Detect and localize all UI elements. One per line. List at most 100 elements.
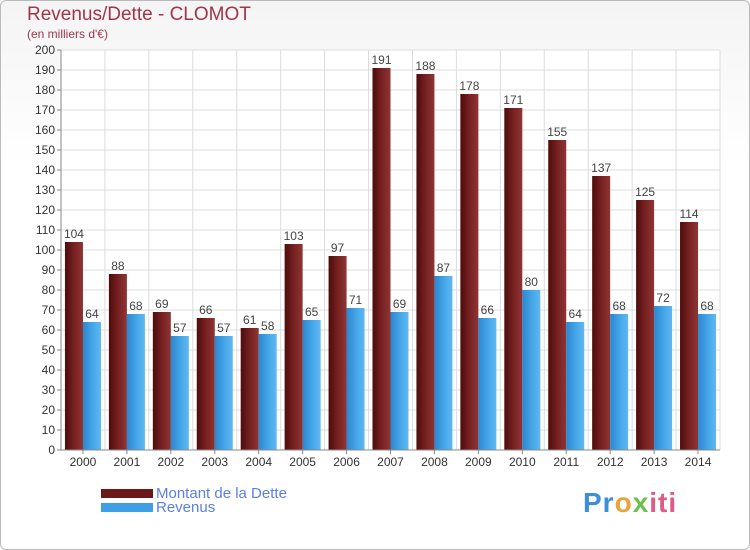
bar-dette-2005 (284, 244, 303, 450)
y-tick-label: 200 (35, 43, 55, 57)
proxiti-logo: Proxiti (583, 487, 678, 518)
value-label-revenus: 68 (700, 299, 714, 313)
bar-dette-2009 (460, 94, 479, 450)
value-label-dette: 69 (155, 297, 169, 311)
y-tick-label: 80 (42, 283, 56, 297)
y-tick-label: 10 (42, 423, 56, 437)
bar-revenus-2012 (610, 314, 629, 450)
bar-dette-2003 (196, 318, 215, 450)
value-label-dette: 97 (331, 241, 345, 255)
y-tick-label: 90 (42, 263, 56, 277)
bar-dette-2012 (592, 176, 611, 450)
legend-label-dette: Montant de la Dette (156, 485, 287, 502)
value-label-dette: 125 (635, 185, 655, 199)
value-label-dette: 66 (199, 303, 213, 317)
bar-revenus-2003 (214, 336, 233, 450)
bar-revenus-2005 (302, 320, 321, 450)
bar-revenus-2001 (126, 314, 145, 450)
value-label-revenus: 64 (569, 307, 583, 321)
value-label-revenus: 72 (656, 291, 670, 305)
y-tick-label: 110 (36, 223, 55, 237)
x-tick-label: 2000 (70, 455, 97, 469)
bar-revenus-2008 (434, 276, 453, 450)
bar-dette-2013 (636, 200, 655, 450)
value-label-dette: 104 (64, 227, 84, 241)
y-tick-label: 160 (35, 123, 55, 137)
value-label-dette: 137 (591, 161, 611, 175)
value-label-dette: 88 (111, 259, 125, 273)
chart-title: Revenus/Dette - CLOMOT (27, 4, 251, 25)
bar-revenus-2004 (258, 334, 277, 450)
value-label-revenus: 57 (173, 321, 187, 335)
y-tick-label: 140 (35, 163, 55, 177)
x-tick-label: 2005 (289, 455, 316, 469)
bar-revenus-2007 (390, 312, 409, 450)
y-tick-label: 130 (35, 183, 55, 197)
y-tick-label: 150 (35, 143, 55, 157)
value-label-revenus: 57 (217, 321, 231, 335)
bar-revenus-2013 (654, 306, 673, 450)
y-tick-label: 60 (42, 323, 56, 337)
y-tick-label: 70 (42, 303, 56, 317)
x-tick-label: 2011 (553, 455, 579, 469)
x-tick-label: 2009 (465, 455, 492, 469)
y-tick-label: 180 (35, 83, 55, 97)
legend-label-revenus: Revenus (156, 499, 216, 516)
value-label-revenus: 58 (261, 319, 275, 333)
bar-revenus-2011 (566, 322, 585, 450)
bar-dette-2007 (372, 68, 391, 450)
chart-subtitle: (en milliers d'€) (27, 27, 108, 41)
x-tick-label: 2012 (597, 455, 624, 469)
y-tick-label: 50 (42, 343, 56, 357)
value-label-dette: 103 (284, 229, 304, 243)
x-tick-label: 2001 (114, 455, 141, 469)
value-label-dette: 188 (415, 59, 435, 73)
value-label-dette: 155 (547, 125, 567, 139)
bar-dette-2006 (328, 256, 347, 450)
x-tick-label: 2014 (685, 455, 712, 469)
y-tick-label: 190 (35, 63, 55, 77)
bar-dette-2004 (240, 328, 259, 450)
x-tick-label: 2007 (377, 455, 404, 469)
value-label-dette: 61 (243, 313, 257, 327)
value-label-revenus: 69 (393, 297, 407, 311)
bar-dette-2000 (64, 242, 83, 450)
bar-revenus-2010 (522, 290, 541, 450)
bar-revenus-2006 (346, 308, 365, 450)
axes: 0 10 20 30 40 50 60 70 80 90 100 110 120 130 140 150 160… (35, 43, 720, 469)
bar-revenus-2009 (478, 318, 497, 450)
bar-dette-2011 (548, 140, 567, 450)
x-tick-label: 2006 (333, 455, 360, 469)
labels: 104 64 88 68 69 57 66 57 61 58 103 65 97 71 191 69 188 87… (64, 53, 714, 335)
value-label-revenus: 87 (437, 261, 451, 275)
y-tick-label: 20 (42, 403, 56, 417)
value-label-revenus: 68 (129, 299, 143, 313)
y-tick-label: 40 (42, 363, 56, 377)
bar-revenus-2014 (698, 314, 717, 450)
value-label-dette: 114 (679, 207, 698, 221)
y-tick-label: 120 (35, 203, 55, 217)
bar-dette-2001 (108, 274, 127, 450)
value-label-revenus: 65 (305, 305, 319, 319)
x-tick-label: 2002 (157, 455, 184, 469)
bars (64, 68, 717, 450)
value-label-revenus: 64 (85, 307, 99, 321)
value-label-dette: 171 (503, 93, 523, 107)
value-label-revenus: 68 (612, 299, 626, 313)
y-tick-label: 30 (42, 383, 56, 397)
x-tick-label: 2004 (245, 455, 272, 469)
legend-swatch-revenus (101, 503, 153, 512)
value-label-dette: 191 (371, 53, 391, 67)
value-label-revenus: 80 (525, 275, 539, 289)
x-tick-label: 2013 (641, 455, 668, 469)
bar-dette-2008 (416, 74, 435, 450)
bar-dette-2010 (504, 108, 523, 450)
bar-revenus-2000 (82, 322, 101, 450)
value-label-revenus: 66 (481, 303, 495, 317)
y-tick-label: 170 (35, 103, 55, 117)
x-tick-label: 2010 (509, 455, 536, 469)
y-tick-label: 100 (35, 243, 55, 257)
value-label-revenus: 71 (349, 293, 363, 307)
bar-dette-2002 (152, 312, 171, 450)
